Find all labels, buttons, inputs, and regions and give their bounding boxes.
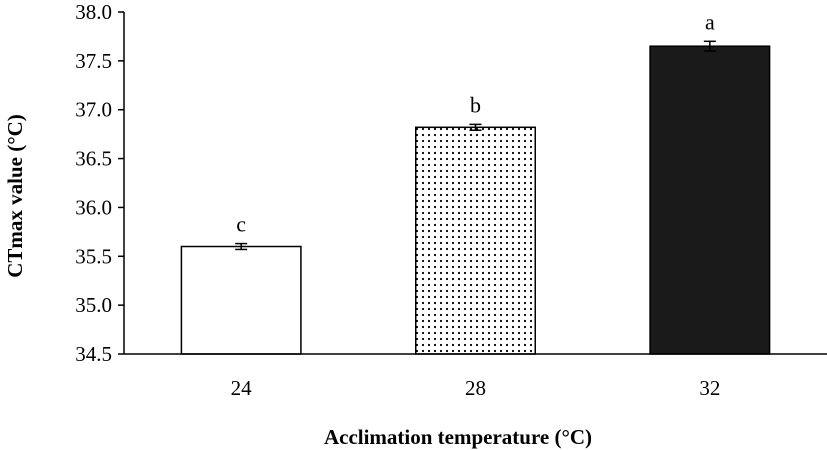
bar-32 bbox=[649, 45, 771, 355]
x-axis-title: Acclimation temperature (°C) bbox=[324, 425, 592, 449]
y-tick-label: 35.0 bbox=[75, 293, 112, 317]
x-tick-label: 28 bbox=[465, 376, 486, 400]
y-axis: 34.5 35.0 35.5 36.0 36.5 37.0 37.5 38.0 bbox=[75, 0, 125, 366]
y-tick-label: 38.0 bbox=[75, 0, 112, 24]
x-tick-label: 32 bbox=[699, 376, 720, 400]
y-tick-label: 35.5 bbox=[75, 244, 112, 268]
significance-label-32: a bbox=[705, 9, 715, 34]
y-tick-label: 36.0 bbox=[75, 195, 112, 219]
y-tick-label: 37.0 bbox=[75, 98, 112, 122]
significance-label-28: b bbox=[470, 92, 481, 117]
y-axis-title: CTmax value (°C) bbox=[3, 114, 27, 278]
x-tick-label: 24 bbox=[231, 376, 253, 400]
y-tick-label: 34.5 bbox=[75, 342, 112, 366]
y-tick-label: 37.5 bbox=[75, 49, 112, 73]
bar-28 bbox=[414, 126, 537, 355]
significance-label-24: c bbox=[236, 212, 246, 237]
bar-24 bbox=[180, 245, 302, 355]
bars: c b a bbox=[180, 9, 771, 355]
x-axis: 24 28 32 bbox=[124, 353, 827, 400]
y-tick-label: 36.5 bbox=[75, 147, 112, 171]
